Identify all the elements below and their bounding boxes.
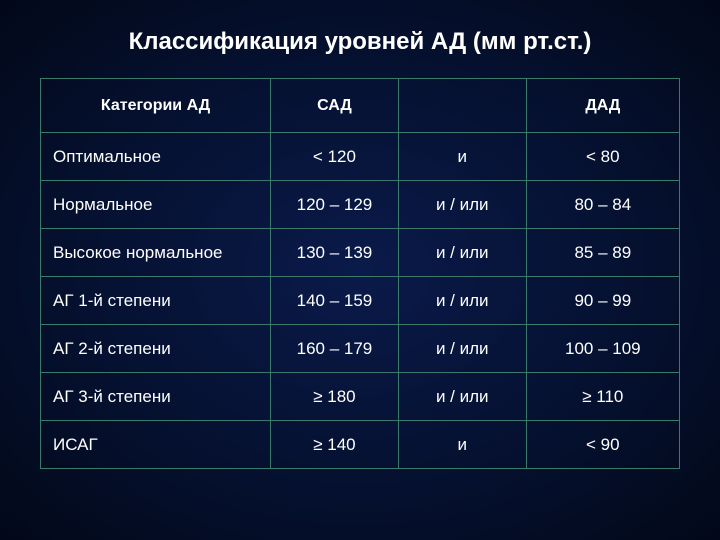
cell-sad: < 120 bbox=[271, 133, 399, 181]
table-row: АГ 1-й степени 140 – 159 и / или 90 – 99 bbox=[41, 277, 680, 325]
cell-conj: и bbox=[398, 133, 526, 181]
table-row: АГ 3-й степени ≥ 180 и / или ≥ 110 bbox=[41, 373, 680, 421]
cell-conj: и / или bbox=[398, 325, 526, 373]
cell-sad: 120 – 129 bbox=[271, 181, 399, 229]
cell-conj: и / или bbox=[398, 373, 526, 421]
slide: Классификация уровней АД (мм рт.ст.) Кат… bbox=[0, 0, 720, 540]
cell-dad: < 90 bbox=[526, 421, 679, 469]
cell-category: АГ 2-й степени bbox=[41, 325, 271, 373]
cell-category: АГ 1-й степени bbox=[41, 277, 271, 325]
cell-category: Нормальное bbox=[41, 181, 271, 229]
cell-category: ИСАГ bbox=[41, 421, 271, 469]
cell-dad: 80 – 84 bbox=[526, 181, 679, 229]
cell-sad: ≥ 140 bbox=[271, 421, 399, 469]
col-header-sad: САД bbox=[271, 79, 399, 133]
col-header-category: Категории АД bbox=[41, 79, 271, 133]
table-header-row: Категории АД САД ДАД bbox=[41, 79, 680, 133]
cell-conj: и / или bbox=[398, 181, 526, 229]
cell-sad: 160 – 179 bbox=[271, 325, 399, 373]
cell-sad: 130 – 139 bbox=[271, 229, 399, 277]
bp-classification-table: Категории АД САД ДАД Оптимальное < 120 и… bbox=[40, 78, 680, 469]
cell-dad: 100 – 109 bbox=[526, 325, 679, 373]
table-row: АГ 2-й степени 160 – 179 и / или 100 – 1… bbox=[41, 325, 680, 373]
cell-conj: и / или bbox=[398, 277, 526, 325]
cell-sad: 140 – 159 bbox=[271, 277, 399, 325]
cell-dad: 90 – 99 bbox=[526, 277, 679, 325]
slide-title: Классификация уровней АД (мм рт.ст.) bbox=[40, 28, 680, 56]
table-row: ИСАГ ≥ 140 и < 90 bbox=[41, 421, 680, 469]
cell-dad: < 80 bbox=[526, 133, 679, 181]
cell-category: Высокое нормальное bbox=[41, 229, 271, 277]
cell-category: АГ 3-й степени bbox=[41, 373, 271, 421]
col-header-conj bbox=[398, 79, 526, 133]
table-row: Нормальное 120 – 129 и / или 80 – 84 bbox=[41, 181, 680, 229]
col-header-dad: ДАД bbox=[526, 79, 679, 133]
cell-dad: ≥ 110 bbox=[526, 373, 679, 421]
cell-conj: и / или bbox=[398, 229, 526, 277]
cell-category: Оптимальное bbox=[41, 133, 271, 181]
table-row: Высокое нормальное 130 – 139 и / или 85 … bbox=[41, 229, 680, 277]
cell-dad: 85 – 89 bbox=[526, 229, 679, 277]
cell-sad: ≥ 180 bbox=[271, 373, 399, 421]
table-row: Оптимальное < 120 и < 80 bbox=[41, 133, 680, 181]
cell-conj: и bbox=[398, 421, 526, 469]
